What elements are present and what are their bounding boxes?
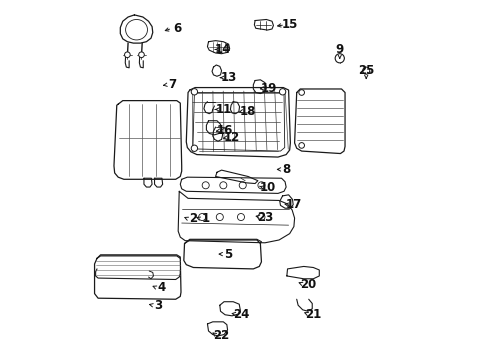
Text: 12: 12 bbox=[224, 131, 240, 144]
Text: 15: 15 bbox=[282, 18, 298, 31]
Text: 1: 1 bbox=[201, 212, 209, 225]
Text: 22: 22 bbox=[213, 329, 229, 342]
Polygon shape bbox=[296, 299, 312, 311]
Circle shape bbox=[124, 52, 130, 58]
Polygon shape bbox=[154, 178, 163, 187]
Circle shape bbox=[279, 89, 285, 95]
Circle shape bbox=[298, 90, 304, 95]
Text: 25: 25 bbox=[357, 64, 374, 77]
Polygon shape bbox=[230, 102, 239, 114]
Polygon shape bbox=[215, 170, 257, 184]
Text: 17: 17 bbox=[285, 198, 302, 211]
Text: 14: 14 bbox=[215, 43, 231, 56]
Polygon shape bbox=[120, 15, 152, 43]
Polygon shape bbox=[114, 100, 182, 179]
Text: 8: 8 bbox=[282, 163, 290, 176]
Polygon shape bbox=[96, 269, 180, 279]
Polygon shape bbox=[186, 87, 290, 157]
Polygon shape bbox=[206, 121, 221, 135]
Polygon shape bbox=[178, 191, 294, 243]
Circle shape bbox=[191, 145, 197, 152]
Text: 5: 5 bbox=[224, 248, 232, 261]
Text: 20: 20 bbox=[299, 278, 315, 291]
Text: 19: 19 bbox=[261, 82, 277, 95]
Polygon shape bbox=[286, 266, 319, 279]
Polygon shape bbox=[253, 80, 266, 94]
Polygon shape bbox=[143, 178, 152, 187]
Text: 23: 23 bbox=[257, 211, 273, 224]
Polygon shape bbox=[279, 195, 293, 208]
Polygon shape bbox=[207, 41, 229, 54]
Text: 2: 2 bbox=[189, 212, 197, 225]
Text: 4: 4 bbox=[157, 281, 165, 294]
Polygon shape bbox=[94, 256, 181, 299]
Text: 6: 6 bbox=[173, 22, 181, 35]
Text: 9: 9 bbox=[335, 43, 343, 56]
Polygon shape bbox=[212, 65, 221, 76]
Polygon shape bbox=[254, 19, 273, 30]
Polygon shape bbox=[183, 240, 261, 269]
Text: 3: 3 bbox=[154, 299, 162, 312]
Polygon shape bbox=[97, 255, 180, 258]
Polygon shape bbox=[184, 239, 261, 243]
Text: 10: 10 bbox=[259, 181, 275, 194]
Text: 18: 18 bbox=[239, 105, 256, 118]
Circle shape bbox=[139, 52, 144, 58]
Text: 21: 21 bbox=[305, 307, 321, 320]
Text: 24: 24 bbox=[232, 307, 249, 320]
Circle shape bbox=[362, 67, 369, 74]
Polygon shape bbox=[294, 89, 345, 154]
Polygon shape bbox=[180, 177, 285, 193]
Circle shape bbox=[334, 54, 344, 63]
Text: 11: 11 bbox=[215, 103, 231, 116]
Polygon shape bbox=[207, 322, 227, 336]
Text: 16: 16 bbox=[217, 124, 233, 137]
Text: 7: 7 bbox=[168, 78, 176, 91]
Polygon shape bbox=[219, 302, 240, 316]
Text: 13: 13 bbox=[220, 71, 236, 84]
Circle shape bbox=[191, 89, 197, 95]
Circle shape bbox=[298, 143, 304, 148]
